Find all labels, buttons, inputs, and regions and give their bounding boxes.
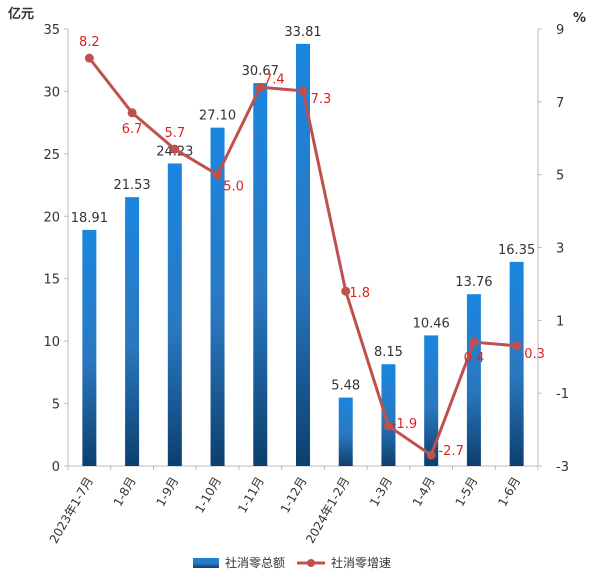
x-category-label: 1-6月 (495, 475, 523, 509)
growth-point (127, 108, 137, 118)
left-tick-label: 5 (52, 398, 60, 413)
bar-value-label: 10.46 (413, 316, 450, 331)
growth-point (255, 82, 265, 92)
growth-point (512, 341, 522, 351)
growth-point (170, 144, 180, 154)
bar-value-label: 33.81 (284, 25, 321, 40)
bar-value-label: 27.10 (199, 109, 236, 124)
right-tick-label: 5 (556, 169, 564, 184)
growth-value-label: 5.7 (164, 126, 185, 141)
left-axis-unit: 亿元 (8, 6, 34, 22)
growth-value-label: 7.3 (311, 92, 332, 107)
right-axis-unit: % (573, 11, 586, 26)
left-tick-label: 10 (43, 335, 60, 350)
legend-bar-swatch (193, 558, 219, 568)
left-tick-label: 35 (43, 23, 60, 38)
bar (381, 364, 396, 466)
bar (82, 229, 97, 466)
bar (424, 335, 439, 466)
right-tick-label: 1 (556, 314, 564, 329)
growth-value-label: 0.3 (524, 347, 545, 362)
left-tick-label: 20 (43, 210, 60, 225)
x-category-label: 2024年1-2月 (303, 475, 352, 546)
right-tick-label: 7 (556, 96, 564, 111)
bar (296, 43, 310, 466)
bar (466, 294, 481, 466)
bar-value-label: 30.67 (242, 64, 279, 79)
bar-value-label: 13.76 (455, 275, 492, 290)
right-tick-label: 3 (556, 242, 564, 257)
growth-value-label: 6.7 (122, 122, 143, 137)
bar-value-label: 8.15 (374, 345, 403, 360)
legend-line-marker (307, 559, 315, 567)
x-category-label: 1-10月 (192, 475, 224, 516)
growth-value-label: -2.7 (438, 444, 463, 459)
bar (167, 163, 182, 467)
growth-point (383, 421, 393, 431)
x-category-label: 1-3月 (367, 475, 395, 509)
x-category-label: 2023年1-7月 (47, 475, 96, 546)
growth-point (341, 286, 351, 296)
left-tick-label: 25 (43, 148, 60, 163)
x-category-label: 1-11月 (235, 475, 267, 516)
growth-value-label: -1.9 (392, 417, 417, 432)
bar-value-label: 16.35 (498, 243, 535, 258)
left-tick-label: 15 (43, 273, 60, 288)
growth-value-label: 5.0 (223, 180, 244, 195)
bar (338, 397, 353, 466)
x-category-label: 1-9月 (153, 475, 181, 509)
growth-point (84, 53, 94, 63)
left-tick-label: 0 (52, 460, 60, 475)
right-tick-label: -3 (556, 460, 569, 475)
growth-value-label: 7.4 (264, 72, 285, 87)
x-category-label: 1-12月 (278, 475, 310, 516)
bar (509, 261, 524, 466)
right-tick-label: -1 (556, 387, 569, 402)
growth-value-label: 8.2 (79, 35, 100, 50)
growth-point (213, 170, 223, 180)
bar (125, 197, 140, 467)
left-tick-label: 30 (43, 85, 60, 100)
growth-point (469, 337, 479, 347)
bar-value-label: 18.91 (71, 211, 108, 226)
line-group: 8.2 6.7 5.7 5.0 7.4 7.3 1.8 -1.9 -2.7 0.4 0.3 (79, 35, 545, 460)
legend-line-label: 社消零增速 (331, 555, 391, 570)
x-category-label: 1-5月 (453, 475, 481, 509)
growth-value-label: 0.4 (464, 351, 485, 366)
growth-value-label: 1.8 (349, 286, 370, 301)
legend: 社消零总额 社消零增速 (193, 555, 391, 570)
bar-value-label: 21.53 (113, 178, 150, 193)
bar-value-label: 5.48 (331, 379, 360, 394)
bars-group: 18.9121.5324.2327.1030.6733.815.488.1510… (71, 25, 535, 467)
growth-point (426, 450, 436, 460)
x-category-label: 1-4月 (410, 475, 438, 509)
x-category-label: 1-8月 (111, 475, 139, 509)
right-tick-label: 9 (556, 23, 564, 38)
bar (253, 83, 268, 466)
legend-bar-label: 社消零总额 (225, 555, 285, 570)
bar (210, 127, 225, 466)
growth-point (298, 86, 308, 96)
